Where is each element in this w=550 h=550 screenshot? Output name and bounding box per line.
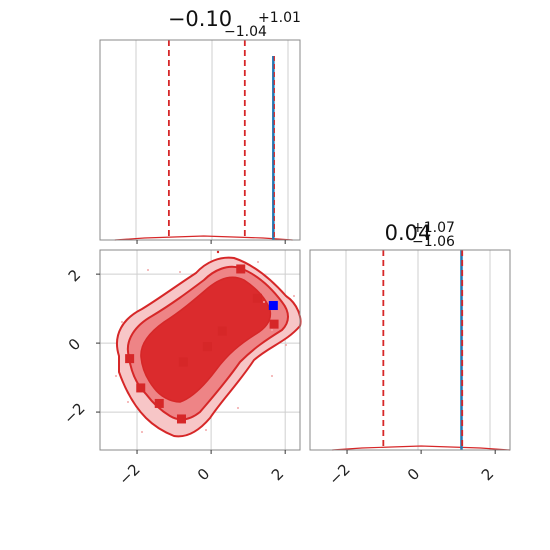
title-minus: −1.04 xyxy=(224,24,267,40)
marginal-density-x1 xyxy=(114,40,293,241)
y-tick-label: 2 xyxy=(65,266,84,285)
x-tick-label: −2 xyxy=(115,460,143,488)
posterior-marker xyxy=(154,398,164,408)
sample-dots xyxy=(115,250,295,433)
contour-inner-fill xyxy=(140,276,272,403)
title-median: −0.10 xyxy=(168,7,232,31)
title-plus: +1.07 xyxy=(412,220,455,236)
posterior-marker xyxy=(236,264,246,274)
title-x2: 0.04 xyxy=(385,221,432,245)
title-minus: −1.06 xyxy=(412,234,455,250)
joint-panel: −2 0 2 −2 0 2 xyxy=(60,249,302,489)
panel-frame xyxy=(99,249,301,451)
marginal-density-x2 xyxy=(332,250,511,451)
panel-frame xyxy=(309,249,511,451)
density-curve xyxy=(114,235,293,241)
x-tick-label: −2 xyxy=(325,460,353,488)
y-tick-label: −2 xyxy=(60,399,88,427)
x-tick-label: 0 xyxy=(404,465,423,484)
x-tick-label: 2 xyxy=(478,465,497,484)
posterior-marker xyxy=(252,293,262,303)
posterior-marker xyxy=(269,319,279,329)
panel-frame xyxy=(99,39,301,241)
density-curve xyxy=(332,445,511,451)
posterior-marker xyxy=(202,342,212,352)
title-median: 0.04 xyxy=(385,221,432,245)
x-tick-label: 2 xyxy=(268,465,287,484)
posterior-marker xyxy=(176,414,186,424)
y-tick-label: 0 xyxy=(65,335,84,354)
marginal-panel-x2: −2 0 2 0.04 +1.07 −1.06 xyxy=(309,220,511,489)
posterior-markers xyxy=(125,264,279,424)
title-plus: +1.01 xyxy=(258,10,301,26)
marginal-panel-x1: −0.10 +1.01 −1.04 xyxy=(99,7,301,244)
posterior-marker xyxy=(125,354,135,364)
posterior-marker xyxy=(178,357,188,367)
truth-point xyxy=(268,301,278,311)
title-x1: −0.10 xyxy=(168,7,232,31)
x-tick-label: 0 xyxy=(194,465,213,484)
posterior-marker xyxy=(217,326,227,336)
posterior-marker xyxy=(136,383,146,393)
